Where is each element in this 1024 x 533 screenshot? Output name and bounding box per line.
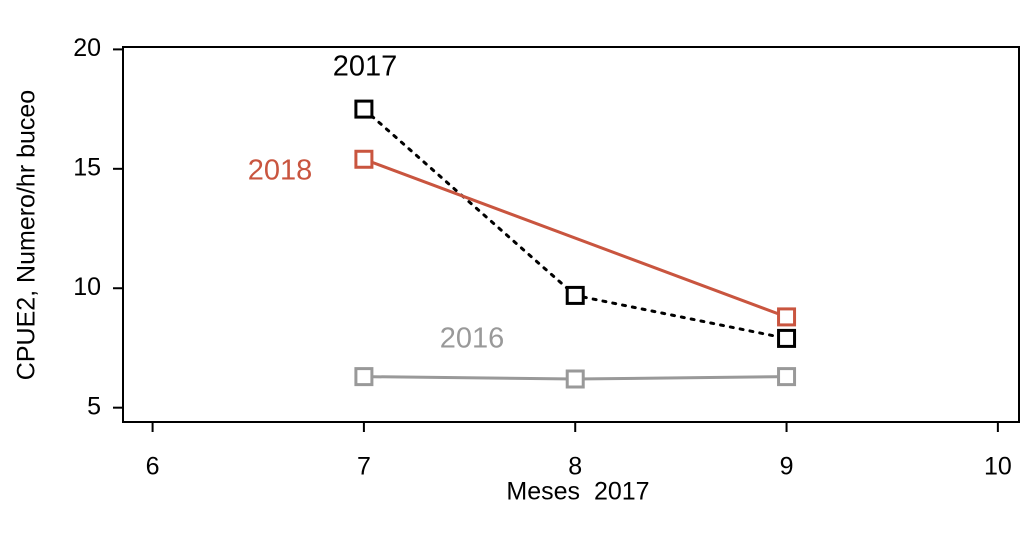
series-line bbox=[363, 157, 788, 319]
marker bbox=[777, 328, 797, 348]
series-label: 2016 bbox=[440, 323, 505, 355]
marker bbox=[565, 285, 585, 305]
marker bbox=[354, 367, 374, 387]
x-tick-label: 10 bbox=[984, 453, 1012, 481]
y-tick-label: 15 bbox=[73, 153, 101, 181]
series-label: 2018 bbox=[248, 155, 313, 187]
marker bbox=[777, 367, 797, 387]
series-label: 2017 bbox=[333, 51, 398, 83]
marker bbox=[777, 307, 797, 327]
y-tick-label: 5 bbox=[87, 392, 101, 420]
x-tick-label: 7 bbox=[357, 453, 371, 481]
marker bbox=[354, 149, 374, 169]
x-tick-label: 8 bbox=[568, 453, 582, 481]
x-tick-label: 9 bbox=[780, 453, 794, 481]
plot-frame bbox=[122, 46, 1020, 423]
marker bbox=[565, 369, 585, 389]
y-tick-label: 10 bbox=[73, 273, 101, 301]
x-tick-label: 6 bbox=[146, 453, 160, 481]
x-axis-label: Meses 2017 bbox=[506, 478, 649, 506]
y-tick-label: 20 bbox=[73, 34, 101, 62]
y-axis-label: CPUE2, Numero/hr buceo bbox=[13, 90, 41, 380]
marker bbox=[354, 99, 374, 119]
